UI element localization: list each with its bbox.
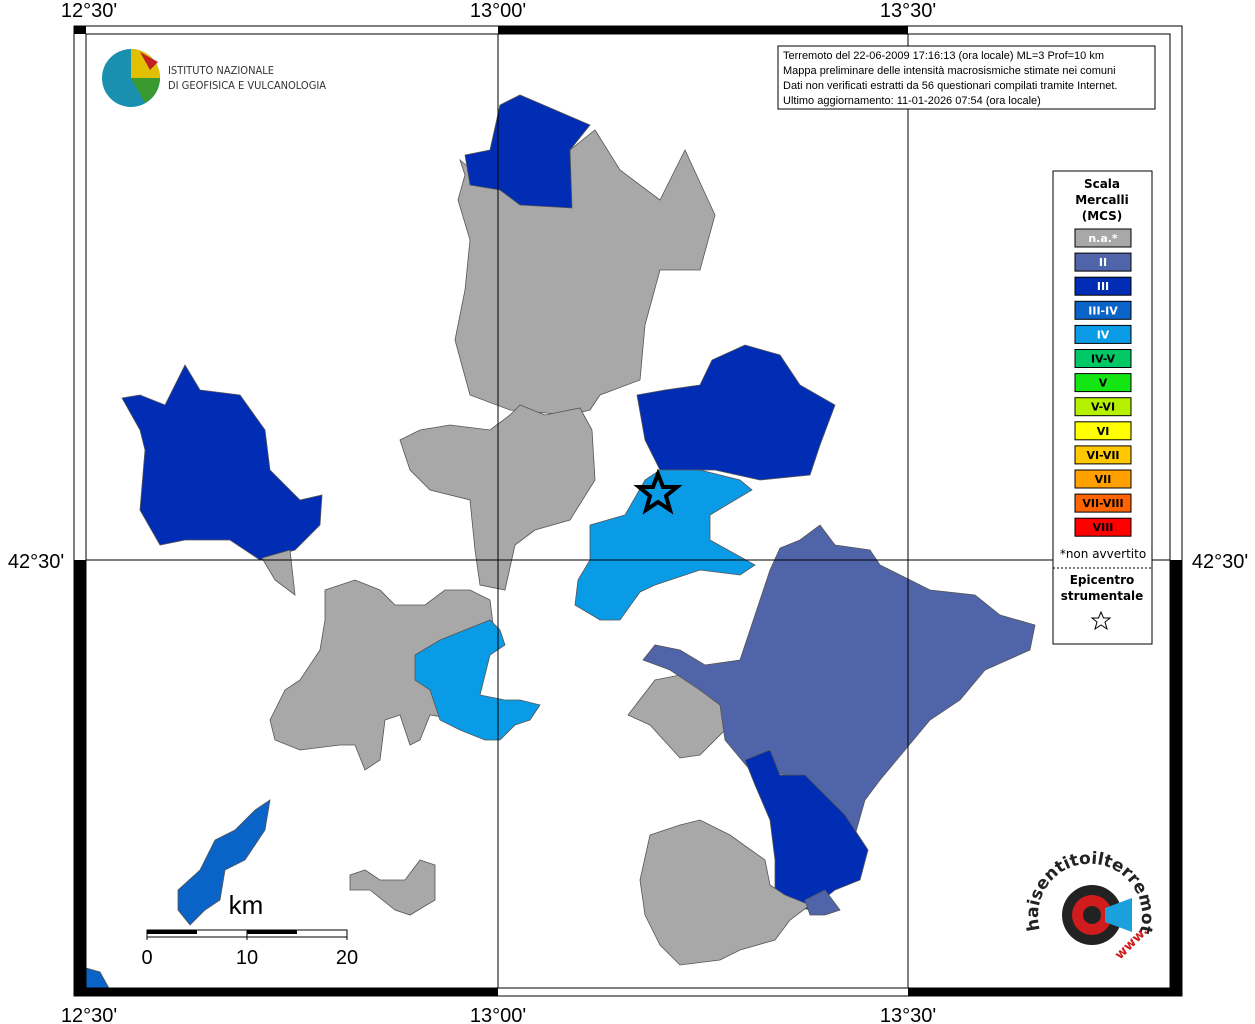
scale-bar	[147, 930, 197, 934]
legend-label: n.a.*	[1088, 232, 1118, 245]
site-logo	[1083, 906, 1101, 924]
legend-swatch	[1074, 324, 1132, 344]
border-bar	[74, 560, 86, 996]
legend-star	[1090, 610, 1112, 631]
legend-swatch	[1074, 397, 1132, 417]
legend-label: V	[1099, 377, 1108, 390]
municipality	[804, 889, 841, 916]
institute-name: DI GEOFISICA E VULCANOLOGIA	[168, 79, 326, 92]
border-bar	[74, 26, 86, 34]
institute-name: ISTITUTO NAZIONALE	[168, 64, 274, 77]
municipality	[121, 364, 323, 561]
info-line: Ultimo aggiornamento: 11-01-2026 07:54 (…	[783, 95, 1041, 107]
scale-label: 0	[141, 947, 152, 969]
epicenter-star	[633, 468, 683, 515]
legend-title: Scala	[1084, 177, 1120, 191]
legend-label: VII	[1095, 473, 1112, 486]
municipality	[464, 94, 591, 209]
border-bar	[86, 988, 498, 996]
ingv-logo	[131, 78, 160, 103]
legend-swatch	[1074, 373, 1132, 393]
info-line: Terremoto del 22-06-2009 17:16:13 (ora l…	[783, 50, 1104, 62]
info-line: Dati non verificati estratti da 56 quest…	[783, 80, 1117, 92]
legend-items: n.a.*IIIIIIII-IVIVIV-VVV-VIVIVI-VIIVIIVI…	[1074, 228, 1132, 537]
legend-label: VI-VII	[1086, 449, 1119, 462]
legend-label: IV	[1097, 328, 1110, 341]
legend-title: (MCS)	[1082, 209, 1123, 223]
legend-note: *non avvertito	[1060, 547, 1146, 561]
legend-label: III-IV	[1088, 304, 1118, 317]
scale-label: 10	[236, 947, 258, 969]
legend-label: III	[1097, 280, 1109, 293]
legend-swatch	[1074, 517, 1132, 537]
lat-label: 42°30'	[8, 551, 64, 573]
municipality	[642, 524, 1036, 836]
ingv-logo	[131, 49, 160, 78]
lon-label: 13°30'	[880, 1005, 936, 1024]
border-bar	[1170, 560, 1182, 996]
lon-label: 13°30'	[880, 0, 936, 22]
municipality	[636, 344, 836, 481]
legend-swatch	[1074, 445, 1132, 465]
municipality	[639, 819, 811, 966]
ingv-logo	[140, 52, 158, 70]
municipality	[349, 859, 436, 916]
lon-label: 12°30'	[61, 0, 117, 22]
legend-swatch	[1074, 493, 1132, 513]
scale-unit: km	[229, 890, 264, 920]
legend-swatch	[1074, 300, 1132, 320]
lon-label: 13°00'	[470, 1005, 526, 1024]
legend-title: Mercalli	[1075, 193, 1129, 207]
legend-swatch	[1074, 276, 1132, 296]
municipality	[177, 799, 271, 926]
legend-label: VI	[1097, 425, 1110, 438]
scale-bar	[247, 930, 297, 934]
municipality	[261, 549, 296, 596]
legend-swatch	[1074, 469, 1132, 489]
scale-label: 20	[336, 947, 358, 969]
legend-epicenter: Epicentro	[1070, 573, 1135, 587]
municipality	[85, 967, 111, 991]
legend-swatch	[1074, 228, 1132, 248]
lat-label: 42°30'	[1192, 551, 1248, 573]
lon-label: 12°30'	[61, 1005, 117, 1024]
legend-label: V-VI	[1091, 401, 1115, 414]
lon-label: 13°00'	[470, 0, 526, 22]
legend-epicenter: strumentale	[1061, 589, 1144, 603]
legend-swatch	[1074, 349, 1132, 368]
info-line: Mappa preliminare delle intensità macros…	[783, 65, 1116, 77]
border-bar	[498, 26, 908, 34]
legend-swatch	[1074, 421, 1132, 441]
legend-label: VIII	[1093, 521, 1114, 534]
legend-label: II	[1099, 256, 1107, 269]
legend-label: IV-V	[1091, 353, 1116, 366]
municipality	[414, 619, 541, 741]
municipality	[574, 469, 756, 621]
regions	[85, 94, 1036, 991]
legend-label: VII-VIII	[1082, 497, 1123, 510]
info-box	[777, 45, 1156, 110]
municipality	[744, 749, 869, 911]
site-logo	[1105, 898, 1132, 932]
border-bar	[908, 988, 1170, 996]
municipality	[269, 579, 496, 771]
legend-swatch	[1074, 252, 1132, 272]
